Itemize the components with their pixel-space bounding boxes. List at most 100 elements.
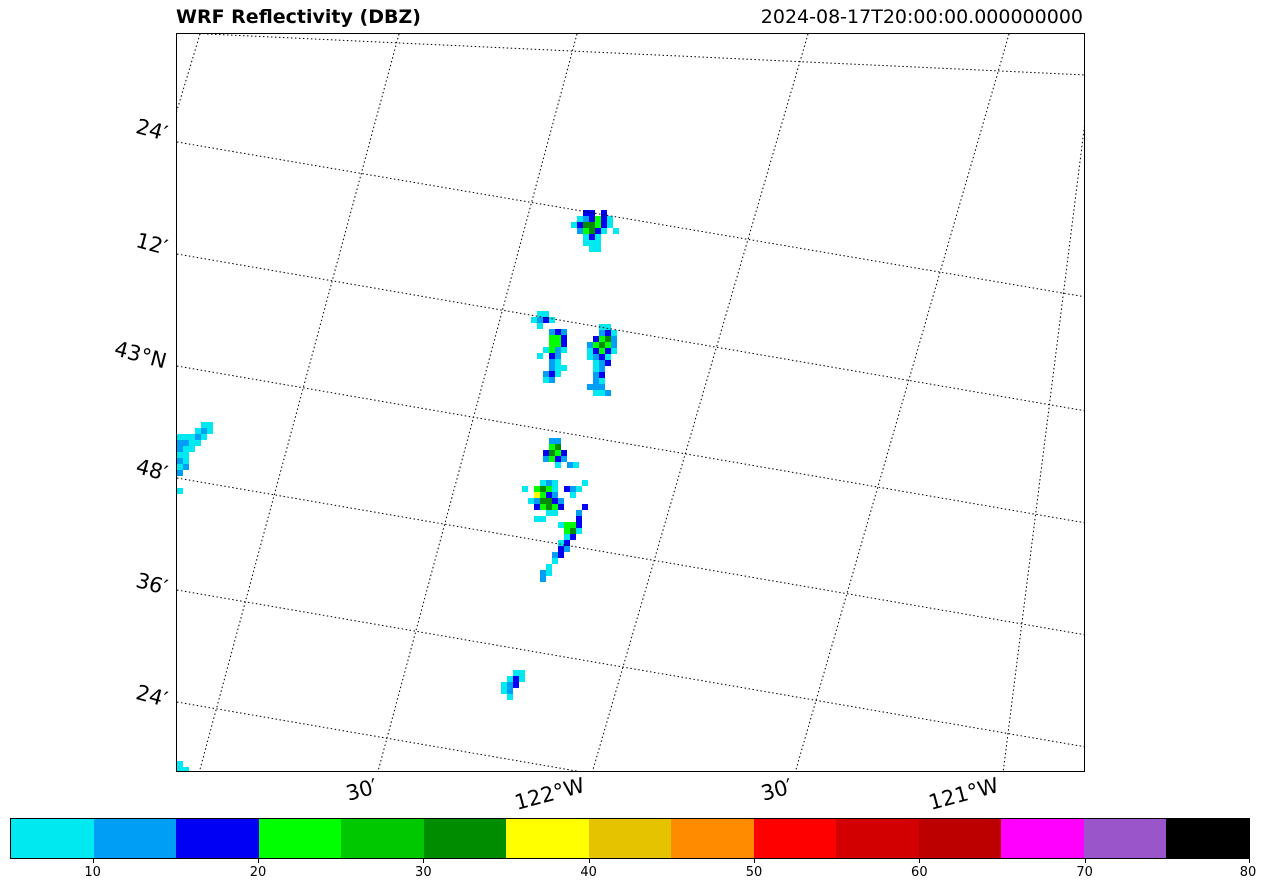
reflectivity-pixel	[605, 348, 611, 354]
colorbar-segment	[506, 819, 589, 858]
reflectivity-pixel	[201, 422, 207, 428]
reflectivity-pixel	[522, 486, 528, 492]
reflectivity-pixel	[567, 462, 573, 468]
reflectivity-pixel	[189, 434, 195, 440]
reflectivity-pixel	[599, 372, 605, 378]
reflectivity-pixel	[177, 446, 183, 452]
reflectivity-pixel	[599, 324, 605, 330]
reflectivity-pixel	[549, 444, 555, 450]
reflectivity-pixel	[558, 552, 564, 558]
reflectivity-pixel	[552, 558, 558, 564]
reflectivity-pixel	[552, 504, 558, 510]
reflectivity-pixel	[546, 480, 552, 486]
longitude-gridline	[377, 34, 578, 771]
reflectivity-pixel	[183, 440, 189, 446]
reflectivity-pixel	[543, 317, 549, 323]
reflectivity-pixel	[577, 216, 583, 222]
reflectivity-pixel	[561, 335, 567, 341]
reflectivity-pixel	[177, 761, 183, 767]
reflectivity-pixel	[593, 372, 599, 378]
reflectivity-pixel	[587, 354, 593, 360]
reflectivity-pixel	[549, 317, 555, 323]
reflectivity-pixel	[599, 360, 605, 366]
reflectivity-pixel	[589, 246, 595, 252]
reflectivity-pixel	[558, 540, 564, 546]
reflectivity-pixel	[552, 486, 558, 492]
colorbar	[10, 818, 1250, 859]
lon-label-121w: 121°W	[926, 773, 1002, 815]
reflectivity-pixel	[558, 522, 564, 528]
colorbar-segment	[588, 819, 672, 858]
reflectivity-pixel	[583, 216, 589, 222]
reflectivity-pixel	[583, 210, 589, 216]
reflectivity-pixel	[195, 428, 201, 434]
reflectivity-pixel	[543, 347, 549, 353]
latitude-gridline	[177, 701, 580, 771]
reflectivity-pixel	[543, 456, 549, 462]
reflectivity-pixel	[601, 222, 607, 228]
reflectivity-pixel	[507, 688, 513, 694]
reflectivity-pixel	[576, 522, 582, 528]
reflectivity-pixel	[561, 329, 567, 335]
reflectivity-pixel	[540, 576, 546, 582]
longitude-gridline	[795, 34, 1010, 771]
reflectivity-pixel	[546, 564, 552, 570]
reflectivity-pixel	[595, 240, 601, 246]
reflectivity-pixel	[599, 342, 605, 348]
lon-label-30-west: 30′	[343, 774, 381, 806]
latitude-gridline	[206, 34, 1084, 76]
reflectivity-pixel	[601, 228, 607, 234]
reflectivity-pixel	[589, 234, 595, 240]
reflectivity-pixel	[558, 504, 564, 510]
colorbar-tick-label: 60	[911, 865, 928, 880]
longitude-gridline	[177, 34, 201, 112]
reflectivity-pixel	[540, 486, 546, 492]
reflectivity-pixel	[513, 682, 519, 688]
longitude-gridline	[592, 34, 809, 771]
reflectivity-pixel	[564, 528, 570, 534]
reflectivity-pixel	[177, 488, 183, 494]
colorbar-segment	[93, 819, 177, 858]
reflectivity-pixel	[555, 353, 561, 359]
reflectivity-pixel	[555, 450, 561, 456]
colorbar-segment	[258, 819, 342, 858]
reflectivity-pixel	[601, 216, 607, 222]
reflectivity-pixel	[570, 486, 576, 492]
reflectivity-pixel	[528, 498, 534, 504]
reflectivity-pixel	[534, 504, 540, 510]
reflectivity-pixel	[595, 216, 601, 222]
chart-title: WRF Reflectivity (DBZ)	[176, 6, 421, 28]
reflectivity-pixel	[605, 330, 611, 336]
latitude-gridline	[177, 477, 1084, 636]
colorbar-segment	[1083, 819, 1167, 858]
reflectivity-pixel	[599, 336, 605, 342]
reflectivity-pixel	[593, 390, 599, 396]
colorbar-tick	[588, 859, 590, 863]
reflectivity-pixel	[595, 234, 601, 240]
lat-label-48: 48′	[133, 454, 171, 486]
reflectivity-pixel	[501, 688, 507, 694]
reflectivity-pixel	[531, 317, 537, 323]
reflectivity-pixel	[605, 360, 611, 366]
reflectivity-pixel	[543, 371, 549, 377]
reflectivity-pixel	[537, 317, 543, 323]
reflectivity-pixel	[549, 329, 555, 335]
lon-label-30-east: 30′	[758, 774, 796, 806]
reflectivity-pixel	[593, 366, 599, 372]
colorbar-segment	[836, 819, 919, 858]
map-panel[interactable]	[176, 33, 1085, 772]
reflectivity-pixel	[177, 434, 183, 440]
reflectivity-pixel	[599, 384, 605, 390]
reflectivity-pixel	[537, 311, 543, 317]
reflectivity-pixel	[611, 342, 617, 348]
reflectivity-pixel	[540, 480, 546, 486]
reflectivity-pixel	[599, 330, 605, 336]
reflectivity-pixel	[555, 462, 561, 468]
colorbar-tick	[92, 859, 94, 863]
reflectivity-pixel	[583, 240, 589, 246]
reflectivity-pixel	[555, 365, 561, 371]
reflectivity-pixel	[549, 359, 555, 365]
colorbar-tick	[1249, 859, 1250, 863]
colorbar-segment	[341, 819, 424, 858]
reflectivity-pixel	[534, 486, 540, 492]
